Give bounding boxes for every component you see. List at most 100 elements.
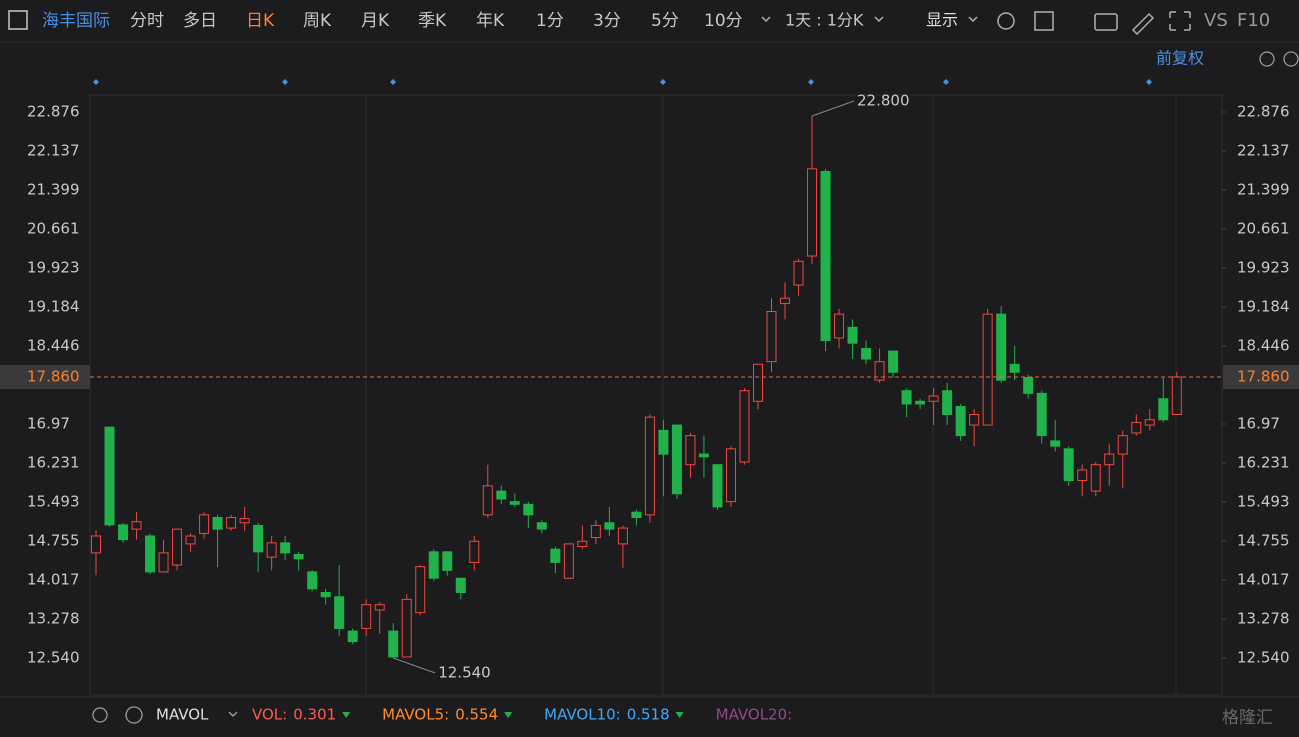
indicator-settings[interactable] (92, 707, 108, 723)
y-tick-label: 16.97 (27, 415, 70, 433)
chevron[interactable] (874, 16, 884, 23)
event[interactable] (1146, 79, 1152, 85)
last-price-box (1223, 364, 1299, 389)
candle-body (104, 426, 115, 526)
period-tab[interactable]: 1分 (536, 11, 564, 31)
candle-body (942, 390, 953, 415)
event[interactable] (808, 79, 814, 85)
candle-body (293, 553, 304, 560)
chevron[interactable] (761, 16, 771, 23)
candle-body (131, 521, 142, 530)
candle-body (226, 517, 237, 529)
y-tick-label-right: 16.231 (1237, 454, 1290, 472)
candle-body (996, 313, 1007, 381)
candle-body (928, 395, 939, 402)
candle-body (901, 390, 912, 405)
event[interactable] (282, 79, 288, 85)
candle-body (91, 535, 101, 554)
candle-body (604, 522, 615, 530)
candle-body (1050, 440, 1061, 447)
pen-icon[interactable] (1131, 12, 1155, 36)
indicator-label: MAVOL5: (382, 706, 449, 724)
period-tab[interactable]: 季K (418, 11, 447, 31)
candle-body (1036, 392, 1047, 437)
indicator-name[interactable]: MAVOL (156, 706, 209, 724)
candle-body (401, 598, 412, 658)
candle-body (320, 592, 331, 598)
period-tab[interactable]: 分时 (130, 11, 164, 31)
period-tab[interactable]: 10分 (704, 11, 743, 31)
candle-body (536, 522, 547, 530)
annotation-leader (393, 657, 436, 674)
period-tab[interactable]: 多日 (183, 11, 217, 31)
y-tick-label: 12.540 (27, 649, 80, 667)
y-tick-label-right: 18.446 (1237, 337, 1290, 355)
interval[interactable]: 1天 : 1分K (785, 11, 864, 30)
toolbar-icons (761, 11, 1191, 36)
annotation-label: 12.540 (438, 664, 491, 682)
menu-icon[interactable] (8, 10, 28, 30)
annotation-leader (811, 100, 855, 117)
candle-body (1144, 419, 1155, 426)
y-tick-label: 19.184 (27, 298, 80, 316)
period-tab[interactable]: 3分 (593, 11, 621, 31)
y-tick-label-right: 19.184 (1237, 298, 1290, 316)
candle-body (523, 503, 534, 516)
candle-body (455, 577, 466, 594)
event[interactable] (660, 79, 666, 85)
trend-arrow (342, 712, 351, 718)
candle-body (509, 501, 520, 505)
camera-icon[interactable] (1094, 13, 1118, 31)
y-tick-label-right: 16.97 (1237, 415, 1280, 433)
candle-body (725, 448, 736, 503)
candle-body (807, 168, 818, 257)
candle-body (428, 551, 439, 579)
candle-body (1023, 377, 1034, 394)
y-tick-label: 22.137 (27, 142, 80, 160)
indicator-close[interactable] (125, 706, 143, 724)
symbol[interactable]: 海丰国际 (42, 11, 110, 31)
candle-body (915, 400, 926, 405)
candle-body (861, 347, 872, 360)
candle-body (1131, 421, 1142, 434)
adjust[interactable]: 前复权 (1156, 49, 1204, 68)
indicator-label: MAVOL20: (716, 706, 793, 724)
candle-body (118, 524, 129, 541)
fullscreen-icon[interactable] (1169, 11, 1191, 31)
candle-body (780, 297, 791, 305)
display[interactable]: 显示 (926, 11, 958, 30)
box-icon[interactable] (1034, 11, 1054, 31)
candle-body (158, 552, 169, 573)
period-tab[interactable]: 年K (476, 11, 505, 31)
zoom-in[interactable] (1283, 51, 1299, 67)
event[interactable] (390, 79, 396, 85)
event[interactable] (93, 79, 99, 85)
chevron[interactable] (968, 16, 978, 23)
event[interactable] (943, 79, 949, 85)
candle-body (334, 596, 345, 629)
period-tab[interactable]: 月K (361, 11, 390, 31)
y-tick-label-right: 21.399 (1237, 181, 1290, 199)
indicator-value: 0.518 (627, 706, 670, 724)
candle-body (1063, 448, 1074, 482)
candle-body (253, 524, 264, 553)
candle-body (982, 313, 993, 426)
f10[interactable]: F10 (1237, 10, 1270, 31)
indicator-value: 0.301 (293, 706, 336, 724)
vs[interactable]: VS (1204, 10, 1228, 31)
period-tab[interactable]: 日K (246, 11, 275, 31)
candle-body (671, 424, 682, 495)
candle-body (820, 170, 831, 342)
candle-body (847, 326, 858, 344)
period-tab[interactable]: 5分 (651, 11, 679, 31)
chevron[interactable] (228, 711, 238, 718)
settings-icon[interactable] (997, 12, 1015, 30)
y-tick-label: 18.446 (27, 337, 80, 355)
indicator-label: MAVOL10: (544, 706, 621, 724)
period-tab[interactable]: 周K (303, 11, 332, 31)
plot-frame (89, 94, 1223, 696)
trend-arrow (675, 712, 684, 718)
zoom-out[interactable] (1259, 51, 1275, 67)
candle-body (185, 535, 196, 545)
